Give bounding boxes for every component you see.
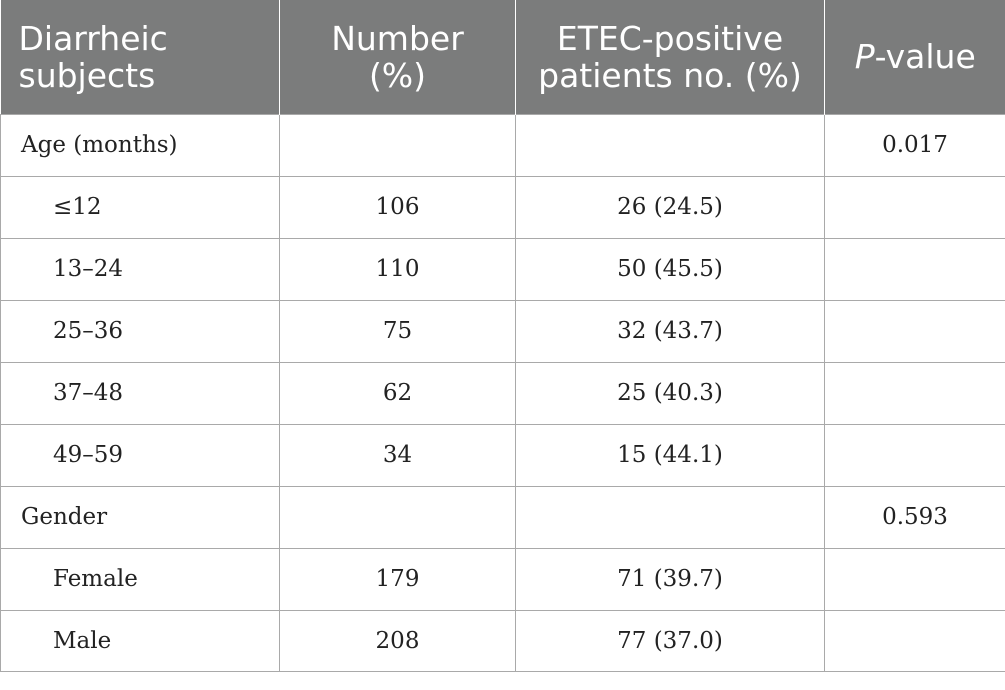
table-row: 37–48 62 25 (40.3) bbox=[0, 361, 1005, 425]
row-label: 25–36 bbox=[0, 299, 280, 363]
row-label: ≤12 bbox=[0, 175, 280, 239]
header-number: Number (%) bbox=[279, 0, 516, 114]
table-row: Male 208 77 (37.0) bbox=[0, 609, 1005, 672]
number-cell: 179 bbox=[279, 547, 516, 611]
number-cell: 34 bbox=[279, 423, 516, 487]
etec-cell: 50 (45.5) bbox=[515, 237, 825, 301]
p-value-cell bbox=[824, 547, 1005, 611]
number-cell: 62 bbox=[279, 361, 516, 425]
p-value-cell bbox=[824, 609, 1005, 672]
table-row: 49–59 34 15 (44.1) bbox=[0, 423, 1005, 487]
number-cell: 106 bbox=[279, 175, 516, 239]
row-label: Age (months) bbox=[0, 113, 280, 177]
header-etec-positive: ETEC-positive patients no. (%) bbox=[515, 0, 825, 114]
row-label: 49–59 bbox=[0, 423, 280, 487]
p-value-cell bbox=[824, 423, 1005, 487]
header-diarrheic-subjects: Diarrheic subjects bbox=[0, 0, 280, 114]
header-p-value: P-value bbox=[824, 0, 1005, 114]
number-cell: 75 bbox=[279, 299, 516, 363]
table-row: Gender 0.593 bbox=[0, 485, 1005, 549]
p-value-cell bbox=[824, 175, 1005, 239]
etec-cell: 25 (40.3) bbox=[515, 361, 825, 425]
number-cell: 208 bbox=[279, 609, 516, 672]
etec-cell: 32 (43.7) bbox=[515, 299, 825, 363]
row-label: 37–48 bbox=[0, 361, 280, 425]
etec-cell: 71 (39.7) bbox=[515, 547, 825, 611]
row-label: 13–24 bbox=[0, 237, 280, 301]
etec-cell: 26 (24.5) bbox=[515, 175, 825, 239]
p-value-cell: 0.017 bbox=[824, 113, 1005, 177]
etec-cell: 77 (37.0) bbox=[515, 609, 825, 672]
etec-cell: 15 (44.1) bbox=[515, 423, 825, 487]
row-label: Female bbox=[0, 547, 280, 611]
etec-table: Diarrheic subjects Number (%) ETEC-positiv… bbox=[0, 0, 1005, 672]
table-row: 25–36 75 32 (43.7) bbox=[0, 299, 1005, 363]
table-row: ≤12 106 26 (24.5) bbox=[0, 175, 1005, 239]
number-cell: 110 bbox=[279, 237, 516, 301]
p-value-cell: 0.593 bbox=[824, 485, 1005, 549]
header-row: Diarrheic subjects Number (%) ETEC-positiv… bbox=[0, 0, 1005, 114]
table-row: 13–24 110 50 (45.5) bbox=[0, 237, 1005, 301]
table-row: Age (months) 0.017 bbox=[0, 113, 1005, 177]
table-row: Female 179 71 (39.7) bbox=[0, 547, 1005, 611]
row-label: Male bbox=[0, 609, 280, 672]
number-cell bbox=[279, 113, 516, 177]
etec-cell bbox=[515, 485, 825, 549]
p-value-cell bbox=[824, 361, 1005, 425]
p-value-cell bbox=[824, 299, 1005, 363]
number-cell bbox=[279, 485, 516, 549]
etec-cell bbox=[515, 113, 825, 177]
p-value-cell bbox=[824, 237, 1005, 301]
row-label: Gender bbox=[0, 485, 280, 549]
